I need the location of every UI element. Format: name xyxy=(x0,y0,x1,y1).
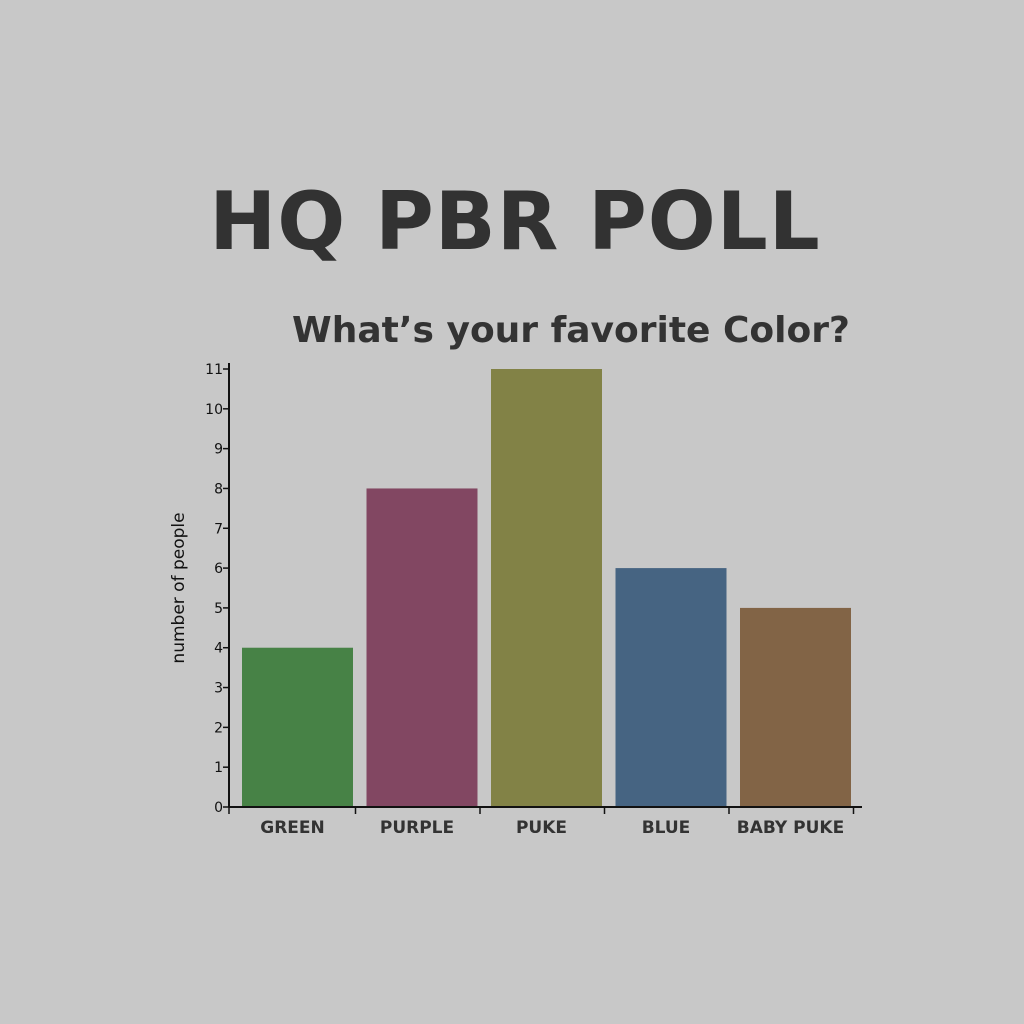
y-tick-label: 1 xyxy=(214,760,223,776)
y-tick-label: 4 xyxy=(214,641,223,657)
y-axis-title: number of people xyxy=(169,512,189,663)
y-tick-label: 8 xyxy=(214,481,223,497)
y-tick-label: 10 xyxy=(205,402,223,418)
x-tick-label: GREEN xyxy=(260,818,325,838)
y-tick-label: 11 xyxy=(205,362,223,378)
x-tick-label: PURPLE xyxy=(380,818,454,838)
y-tick-label: 2 xyxy=(214,720,223,736)
page-title: HQ PBR POLL xyxy=(209,175,821,268)
bar-purple xyxy=(366,488,478,807)
x-tick-label: PUKE xyxy=(516,818,567,838)
x-tick-label: BLUE xyxy=(642,818,691,838)
labels-group: 0 1 2 3 4 5 6 7 8 9 10 11 GREEN PURPLE PUKE BLUE BABY PU… xyxy=(169,362,844,838)
bar-baby-puke xyxy=(740,607,851,807)
x-tick-label: BABY PUKE xyxy=(737,818,844,838)
bars-group xyxy=(242,369,851,807)
y-tick-label: 6 xyxy=(214,561,223,577)
bar-puke xyxy=(491,369,602,807)
y-tick-label: 0 xyxy=(214,800,223,816)
axes-group xyxy=(223,363,862,814)
bar-green xyxy=(242,647,353,807)
y-tick-label: 9 xyxy=(214,442,223,458)
y-tick-label: 5 xyxy=(214,601,223,617)
y-tick-label: 3 xyxy=(214,681,223,697)
chart-title: What’s your favorite Color? xyxy=(292,310,850,351)
bar-blue xyxy=(615,568,727,807)
y-tick-label: 7 xyxy=(214,521,223,537)
